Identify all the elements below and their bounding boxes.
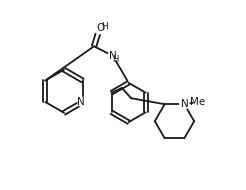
Text: N: N [109,51,117,61]
Text: H: H [112,55,119,63]
Text: Me: Me [190,97,206,107]
Text: N: N [77,97,85,107]
Circle shape [78,97,87,107]
Text: H: H [101,22,108,31]
Text: O: O [96,23,105,33]
Circle shape [108,51,117,60]
Circle shape [180,100,189,109]
Text: N: N [181,99,189,109]
Circle shape [94,23,105,34]
